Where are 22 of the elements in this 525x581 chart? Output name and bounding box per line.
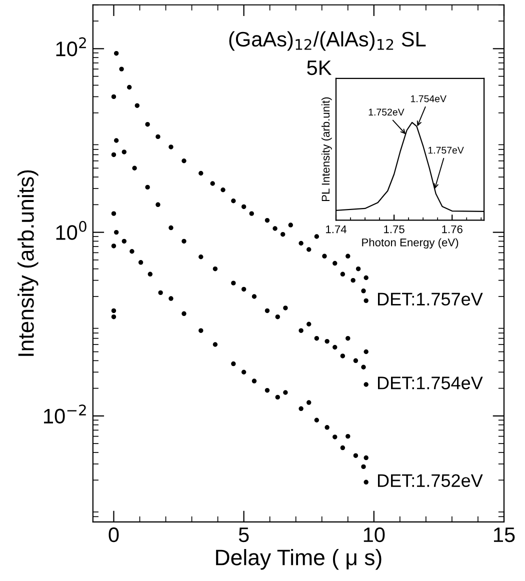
x-tick-label: 15 xyxy=(494,528,515,542)
text: 5K xyxy=(307,60,332,76)
text: (GaAs)$_{12}$/(AlAs)$_{12}$ SL xyxy=(229,31,426,51)
x-tick-label: 10 xyxy=(364,527,385,542)
y-tick-label: 10$^{0}$ xyxy=(56,220,86,240)
annotation: 1.754eV xyxy=(411,95,446,102)
annotation: 1.757eV xyxy=(428,146,464,154)
legend-label: DET:1.757eV xyxy=(378,292,483,306)
y-tick-label: 10$^{2}$ xyxy=(56,37,86,56)
legend-label: DET:1.754eV xyxy=(378,376,483,390)
x-axis-title: Photon Energy (eV) xyxy=(362,238,458,249)
x-tick-label: 5 xyxy=(238,528,249,542)
annotation: 1.752eV xyxy=(368,108,404,116)
y-tick-label: 10$^{−2}$ xyxy=(44,404,86,424)
y-axis-title: Intensity (arb.units) xyxy=(18,170,38,356)
x-axis-title: Delay Time ( μ s) xyxy=(216,549,382,570)
y-axis-title: PL Intensity (arb.unit) xyxy=(321,97,332,201)
legend-label: DET:1.752eV xyxy=(378,474,483,487)
x-tick-label: 1.76 xyxy=(442,225,462,234)
x-tick-label: 1.74 xyxy=(326,225,346,234)
x-tick-label: 0 xyxy=(108,527,119,542)
x-tick-label: 1.75 xyxy=(384,225,404,234)
